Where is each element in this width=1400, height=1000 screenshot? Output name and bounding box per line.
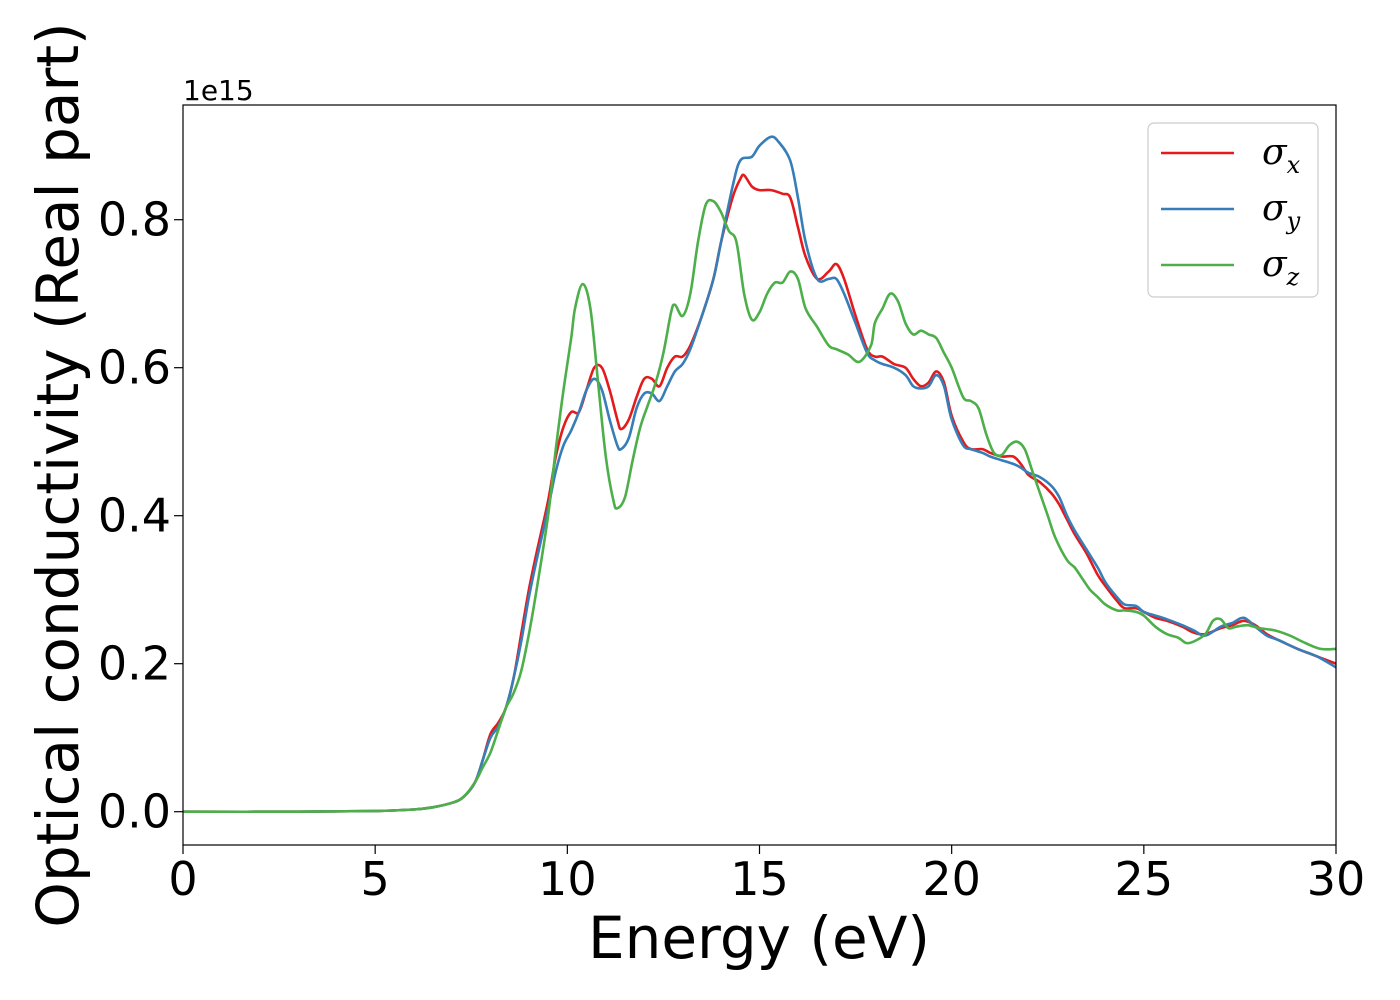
y-tick-label: 0.6 xyxy=(98,341,171,395)
y-tick-label: 0.2 xyxy=(98,637,171,691)
x-axis: 0 5 10 15 20 25 30 xyxy=(168,845,1365,906)
legend-label-z: σz xyxy=(1262,244,1300,291)
x-tick-label: 5 xyxy=(361,852,390,906)
x-tick-label: 15 xyxy=(730,852,789,906)
x-tick-label: 25 xyxy=(1115,852,1174,906)
series-line-y xyxy=(183,135,1336,814)
legend: σx σy σz xyxy=(1147,122,1319,298)
y-tick-label: 0.4 xyxy=(98,489,171,543)
y-tick-label: 0.0 xyxy=(98,785,171,839)
x-tick-label: 20 xyxy=(922,852,981,906)
legend-label-y: σy xyxy=(1262,188,1301,235)
series-line-z xyxy=(183,198,1336,814)
x-tick-label: 30 xyxy=(1307,852,1366,906)
x-tick-label: 10 xyxy=(538,852,597,906)
x-tick-label: 0 xyxy=(168,852,197,906)
y-axis-title: Optical conductivity (Real part) xyxy=(24,22,92,927)
y-tick-label: 0.8 xyxy=(98,193,171,247)
legend-label-x: σx xyxy=(1262,132,1301,179)
y-offset-text: 1e15 xyxy=(183,74,254,107)
series-layer xyxy=(183,135,1336,814)
y-axis: 0.0 0.2 0.4 0.6 0.8 xyxy=(98,193,183,839)
x-axis-title: Energy (eV) xyxy=(588,904,930,972)
